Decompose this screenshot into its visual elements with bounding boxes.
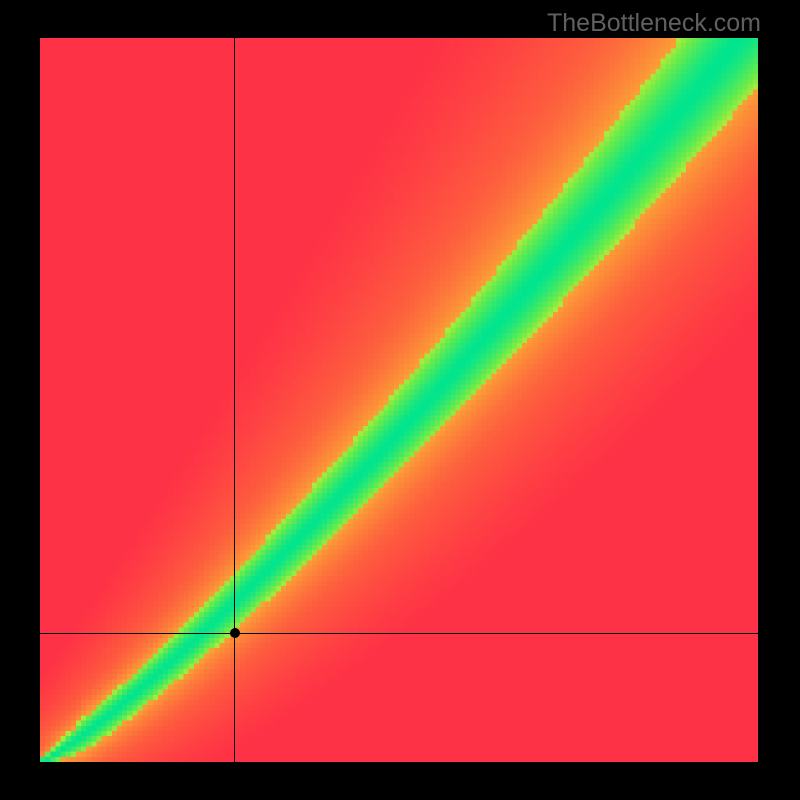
heatmap-canvas: [40, 38, 758, 762]
chart-container: TheBottleneck.com: [0, 0, 800, 800]
crosshair-vertical: [234, 38, 235, 762]
watermark-text: TheBottleneck.com: [547, 9, 761, 38]
crosshair-horizontal: [40, 633, 758, 634]
selected-point-dot: [230, 628, 240, 638]
